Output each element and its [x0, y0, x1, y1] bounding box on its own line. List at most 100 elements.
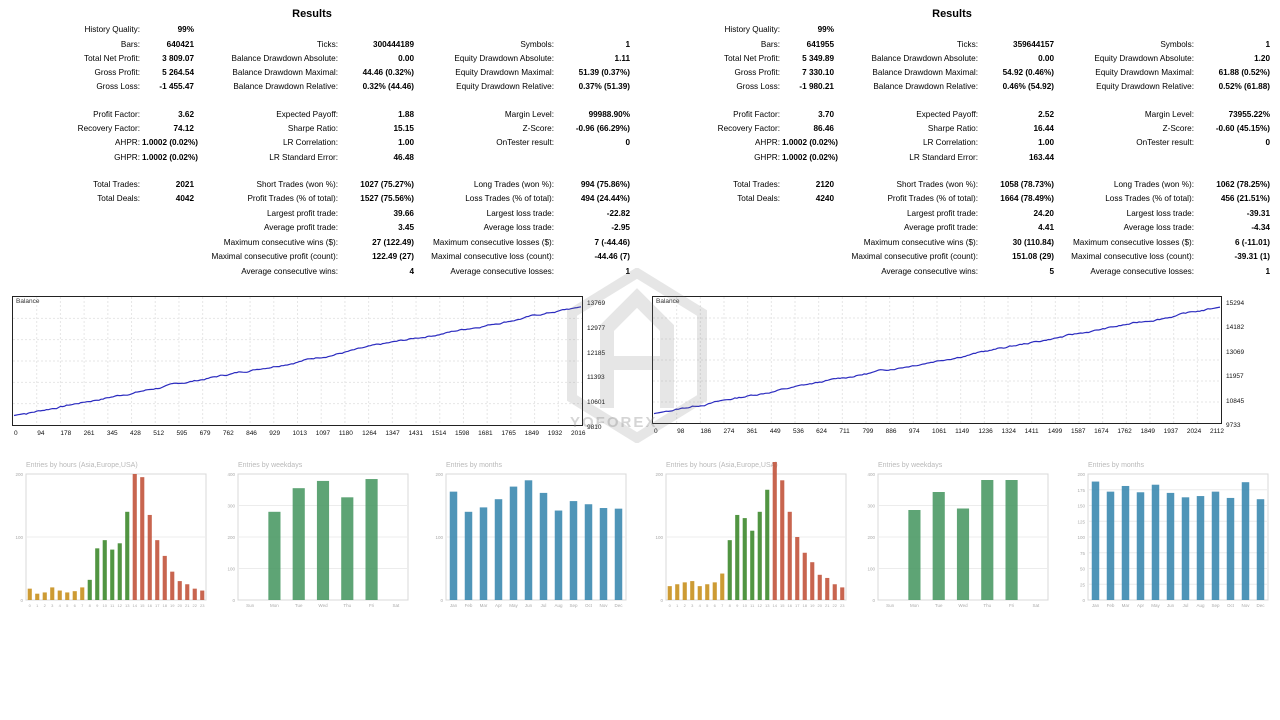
- bar: [1226, 497, 1235, 600]
- x-tick-label: 15: [780, 603, 785, 608]
- hf-logo-icon: [567, 268, 707, 443]
- months-chart-title: Entries by months: [1088, 462, 1145, 469]
- stat-value: 0.00: [1038, 54, 1054, 63]
- x-tick-label: 14: [773, 603, 778, 608]
- x-tick-label: Dec: [614, 603, 623, 608]
- stat-label: Balance Drawdown Maximal:: [872, 68, 978, 77]
- bar: [735, 514, 740, 600]
- x-tick-label: 178: [60, 430, 72, 437]
- stat-label: Margin Level:: [1144, 110, 1194, 119]
- stat-label: Largest loss trade:: [486, 209, 554, 218]
- bar: [102, 540, 107, 600]
- x-tick-label: 17: [155, 603, 160, 608]
- bar: [95, 548, 100, 600]
- stat-label: Largest loss trade:: [1126, 209, 1194, 218]
- stat-label: Largest profit trade:: [267, 209, 338, 218]
- stat-label: LR Standard Error:: [909, 153, 978, 162]
- stat-label: GHPR:: [114, 153, 140, 162]
- bar: [464, 511, 473, 600]
- x-tick-label: Sep: [569, 603, 578, 608]
- x-tick-label: 22: [833, 603, 838, 608]
- stat-label: Expected Payoff:: [276, 110, 338, 119]
- stat-value: 7 330.10: [802, 68, 834, 77]
- x-tick-label: 1587: [1071, 428, 1086, 435]
- stat-row: Total Trades: 2120: [640, 178, 1280, 192]
- stat-label: Average consecutive wins:: [881, 267, 978, 276]
- x-tick-label: Wed: [318, 603, 328, 608]
- stat-value: 151.08 (29): [1012, 252, 1054, 261]
- stat-label: Equity Drawdown Maximal:: [455, 68, 554, 77]
- bar: [132, 474, 137, 600]
- stat-value: 3 809.07: [162, 54, 194, 63]
- x-tick-label: 345: [106, 430, 118, 437]
- x-tick-label: 929: [269, 430, 281, 437]
- x-tick-label: Sat: [1032, 603, 1040, 608]
- bar: [1091, 481, 1100, 600]
- hours-chart-title: Entries by hours (Asia,Europe,USA): [26, 462, 138, 469]
- stat-label: Profit Factor:: [93, 110, 140, 119]
- x-tick-label: Oct: [1227, 603, 1235, 608]
- stat-label: Gross Loss:: [736, 82, 780, 91]
- stat-row: Largest profit trade: 24.20: [640, 207, 1280, 221]
- x-tick-label: 9: [96, 603, 99, 608]
- stat-value: 73955.22%: [1228, 110, 1270, 119]
- bar: [155, 540, 160, 600]
- stat-row: Sharpe Ratio: 16.44: [640, 122, 1280, 136]
- stat-value: 24.20: [1033, 209, 1055, 218]
- x-tick-label: 2: [44, 603, 47, 608]
- x-tick-label: 261: [83, 430, 95, 437]
- stat-value: 4240: [815, 194, 834, 203]
- bar: [177, 581, 182, 600]
- bar: [200, 590, 205, 600]
- stat-row: History Quality: 99%: [0, 23, 640, 37]
- bar: [1256, 499, 1265, 600]
- stat-value: 5 349.89: [802, 54, 834, 63]
- bar: [840, 587, 845, 600]
- stat-value: -39.31 (1): [1234, 252, 1271, 261]
- stat-value: 3.45: [398, 223, 414, 232]
- x-tick-label: 11: [110, 603, 115, 608]
- balance-chart: Balance: [652, 296, 1222, 424]
- stat-label: Symbols:: [1160, 40, 1194, 49]
- stat-row: Ticks: 300444189: [0, 38, 640, 52]
- x-tick-label: 13: [765, 603, 770, 608]
- x-tick-label: 8: [729, 603, 732, 608]
- y-tick-label: 13769: [587, 300, 606, 307]
- weekdays-chart-title: Entries by weekdays: [238, 462, 303, 469]
- y-tick-label: 100: [655, 535, 663, 540]
- x-tick-label: 1149: [955, 428, 970, 435]
- bar: [720, 573, 725, 600]
- stat-label: Total Net Profit:: [84, 54, 140, 63]
- y-tick-label: 14182: [1226, 324, 1245, 332]
- x-tick-label: 1: [676, 603, 679, 608]
- stat-label: Balance Drawdown Relative:: [233, 82, 338, 91]
- stat-label: Maximal consecutive loss (count):: [1071, 252, 1194, 261]
- weekdays-chart: Entries by weekdays 400 300 200 100 0 Sun Mon Tu…: [222, 462, 412, 612]
- stat-label: Total Deals:: [737, 194, 780, 203]
- x-tick-label: 16: [148, 603, 153, 608]
- stat-label: Balance Drawdown Maximal:: [232, 68, 338, 77]
- weekdays-chart: Entries by weekdays 400 300 200 100 0 Sun Mon Tu…: [862, 462, 1052, 612]
- bar: [65, 592, 70, 600]
- bar: [832, 584, 837, 600]
- stat-value: 1: [625, 40, 630, 49]
- y-tick-label: 100: [227, 567, 235, 572]
- balance-line: [13, 306, 582, 417]
- stat-value: -1 980.21: [799, 82, 834, 91]
- stat-value: -0.60 (45.15%): [1215, 124, 1270, 133]
- stat-row: Equity Drawdown Relative: 0.37% (51.39): [0, 80, 640, 94]
- stat-row: Maximum consecutive losses ($): 7 (-44.46…: [0, 236, 640, 250]
- bar: [539, 492, 548, 600]
- stat-row: Total Net Profit: 5 349.89: [640, 52, 1280, 66]
- stat-label: Average loss trade:: [483, 223, 554, 232]
- stat-value: 0.37% (51.39): [578, 82, 630, 91]
- y-tick-label: 200: [1077, 472, 1085, 477]
- stat-row: LR Correlation: 1.00: [0, 136, 640, 150]
- bar: [27, 588, 32, 600]
- stat-label: Average profit trade:: [903, 223, 978, 232]
- stat-label: Expected Payoff:: [916, 110, 978, 119]
- stat-row: Maximal consecutive profit (count): 151.0…: [640, 250, 1280, 264]
- stat-value: 61.88 (0.52%): [1218, 68, 1270, 77]
- x-tick-label: 21: [825, 603, 830, 608]
- bar: [110, 549, 115, 600]
